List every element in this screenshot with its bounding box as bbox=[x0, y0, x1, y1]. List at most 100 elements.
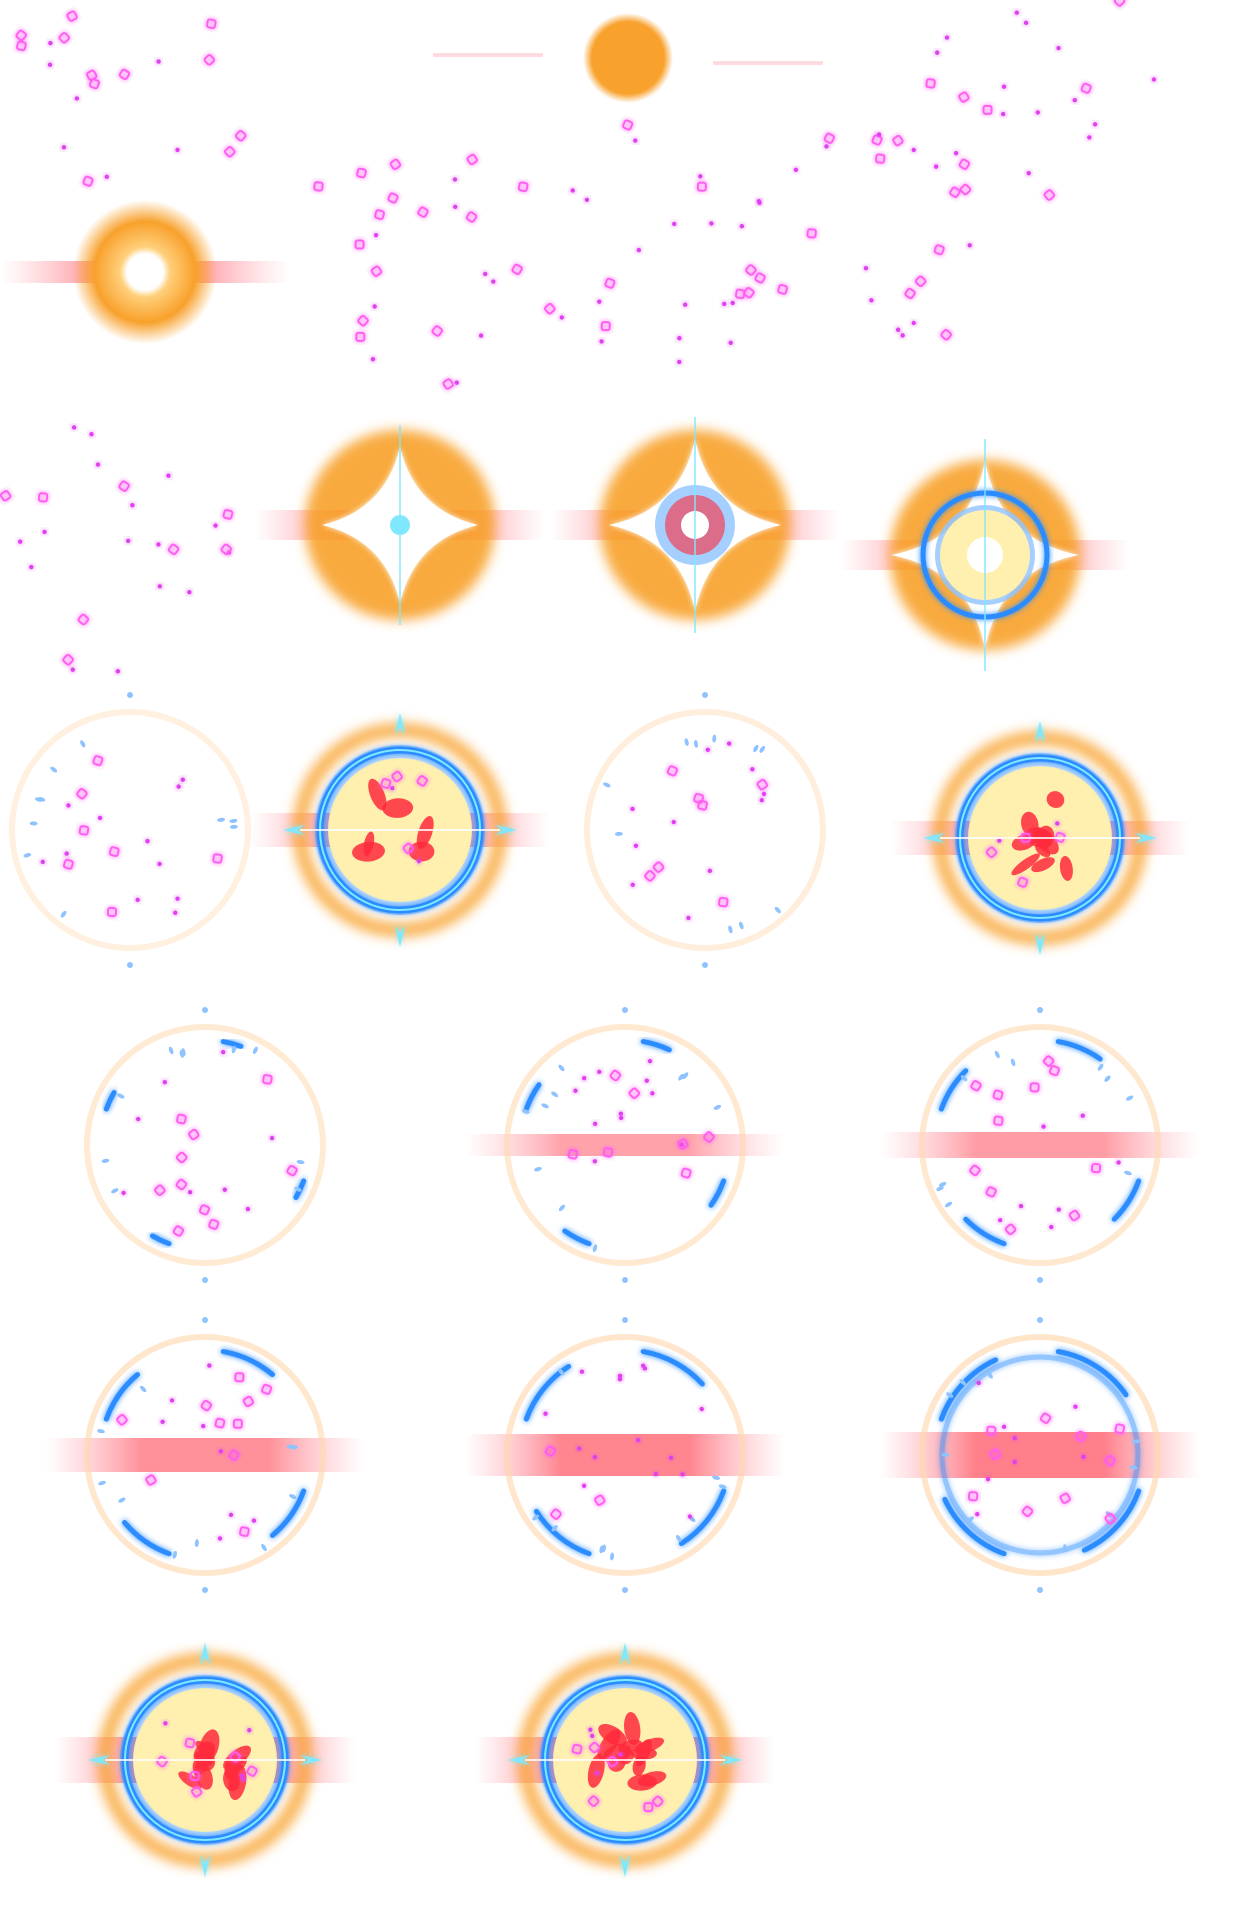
sprite-frame-particles bbox=[0, 0, 295, 215]
particle bbox=[677, 336, 682, 341]
sprite-frame-portal bbox=[885, 683, 1195, 993]
particle bbox=[453, 204, 458, 210]
compass-spike bbox=[1035, 721, 1045, 743]
particle bbox=[1104, 1512, 1117, 1525]
particle bbox=[730, 300, 735, 306]
particle bbox=[970, 1080, 982, 1092]
particle bbox=[1012, 1459, 1017, 1465]
particle bbox=[1048, 1064, 1061, 1077]
particle bbox=[734, 288, 746, 300]
blue-fleck bbox=[728, 925, 733, 934]
particle bbox=[633, 843, 639, 849]
particle bbox=[914, 275, 927, 288]
sprite-frame-ring-particles bbox=[550, 675, 860, 985]
particle bbox=[162, 1079, 168, 1085]
sprite-frame-particles bbox=[275, 100, 585, 410]
blue-arc bbox=[708, 1178, 727, 1208]
blue-fleck bbox=[534, 1166, 542, 1172]
compass-spike bbox=[1035, 933, 1045, 955]
particle bbox=[217, 1536, 223, 1541]
particle bbox=[592, 1159, 598, 1164]
particle bbox=[743, 286, 755, 299]
particle bbox=[95, 462, 101, 467]
particle bbox=[391, 770, 403, 783]
particle bbox=[118, 480, 130, 492]
compass-spike bbox=[395, 713, 405, 735]
blue-fleck bbox=[127, 692, 133, 698]
blue-fleck bbox=[551, 1525, 558, 1532]
particle bbox=[130, 502, 135, 508]
blue-arc bbox=[1111, 1178, 1142, 1222]
frame-svg bbox=[925, 0, 1157, 201]
blue-arc bbox=[1055, 1349, 1129, 1398]
particle bbox=[180, 777, 186, 782]
particle bbox=[985, 1476, 991, 1482]
blue-arc bbox=[220, 1349, 275, 1378]
frame-svg bbox=[15, 10, 247, 187]
particle bbox=[1090, 1162, 1102, 1174]
particle bbox=[387, 192, 399, 204]
particle bbox=[1073, 1404, 1078, 1409]
particle bbox=[71, 425, 77, 430]
particle bbox=[42, 529, 47, 535]
blue-fleck bbox=[294, 1186, 302, 1192]
particle bbox=[705, 747, 711, 753]
blue-fleck bbox=[202, 1277, 208, 1283]
particle bbox=[357, 314, 369, 327]
particle bbox=[958, 91, 970, 103]
blue-fleck bbox=[181, 1048, 186, 1057]
blue-fleck bbox=[962, 1517, 970, 1524]
sprite-frame-ring-particles bbox=[880, 990, 1200, 1300]
particle bbox=[644, 870, 656, 882]
particle bbox=[602, 1147, 614, 1158]
blue-fleck bbox=[609, 1552, 615, 1561]
particle bbox=[953, 150, 959, 156]
blue-fleck bbox=[1037, 1277, 1043, 1283]
blue-arc bbox=[533, 1508, 592, 1557]
sprite-frame-particles bbox=[885, 0, 1195, 235]
particle bbox=[1087, 135, 1092, 140]
red-streak bbox=[45, 1438, 365, 1472]
blue-fleck bbox=[558, 1064, 565, 1072]
blue-fleck bbox=[252, 1046, 258, 1055]
particle bbox=[442, 378, 454, 390]
blue-fleck bbox=[1097, 1063, 1104, 1071]
blue-arc bbox=[942, 1496, 1007, 1557]
blue-fleck bbox=[1132, 1439, 1141, 1444]
blue-fleck bbox=[97, 1429, 105, 1434]
particle bbox=[187, 1189, 193, 1195]
sprite-frame-portal bbox=[245, 675, 555, 985]
particle bbox=[478, 333, 484, 338]
particle bbox=[904, 287, 916, 300]
blue-fleck bbox=[202, 1007, 208, 1013]
blue-arc bbox=[640, 1349, 705, 1387]
particle bbox=[703, 1131, 715, 1143]
particle bbox=[686, 915, 691, 921]
red-streak bbox=[880, 1132, 1200, 1158]
particle bbox=[189, 1770, 200, 1782]
particle bbox=[286, 1164, 298, 1177]
blue-fleck bbox=[117, 1093, 125, 1099]
compass-spike bbox=[395, 925, 405, 947]
particle bbox=[722, 301, 727, 307]
particle bbox=[213, 523, 218, 528]
blue-fleck bbox=[551, 1091, 559, 1098]
particle bbox=[677, 1138, 689, 1150]
particle bbox=[1068, 1209, 1081, 1222]
particle bbox=[66, 803, 71, 808]
frame-svg bbox=[465, 1007, 785, 1283]
particle bbox=[145, 1474, 157, 1486]
particle bbox=[1113, 0, 1126, 7]
blue-fleck bbox=[172, 1550, 178, 1559]
particle bbox=[761, 791, 767, 797]
particle bbox=[370, 357, 376, 362]
compass-spike bbox=[88, 1755, 110, 1765]
sprite-frame-portal-final bbox=[470, 1605, 780, 1915]
particle bbox=[1059, 1492, 1071, 1504]
blue-fleck bbox=[231, 1045, 237, 1054]
particle bbox=[169, 1398, 175, 1403]
sprite-frame-orange-dot bbox=[433, 0, 823, 213]
blue-fleck bbox=[603, 782, 611, 788]
blue-fleck bbox=[289, 1494, 297, 1500]
blue-fleck bbox=[286, 1444, 295, 1449]
